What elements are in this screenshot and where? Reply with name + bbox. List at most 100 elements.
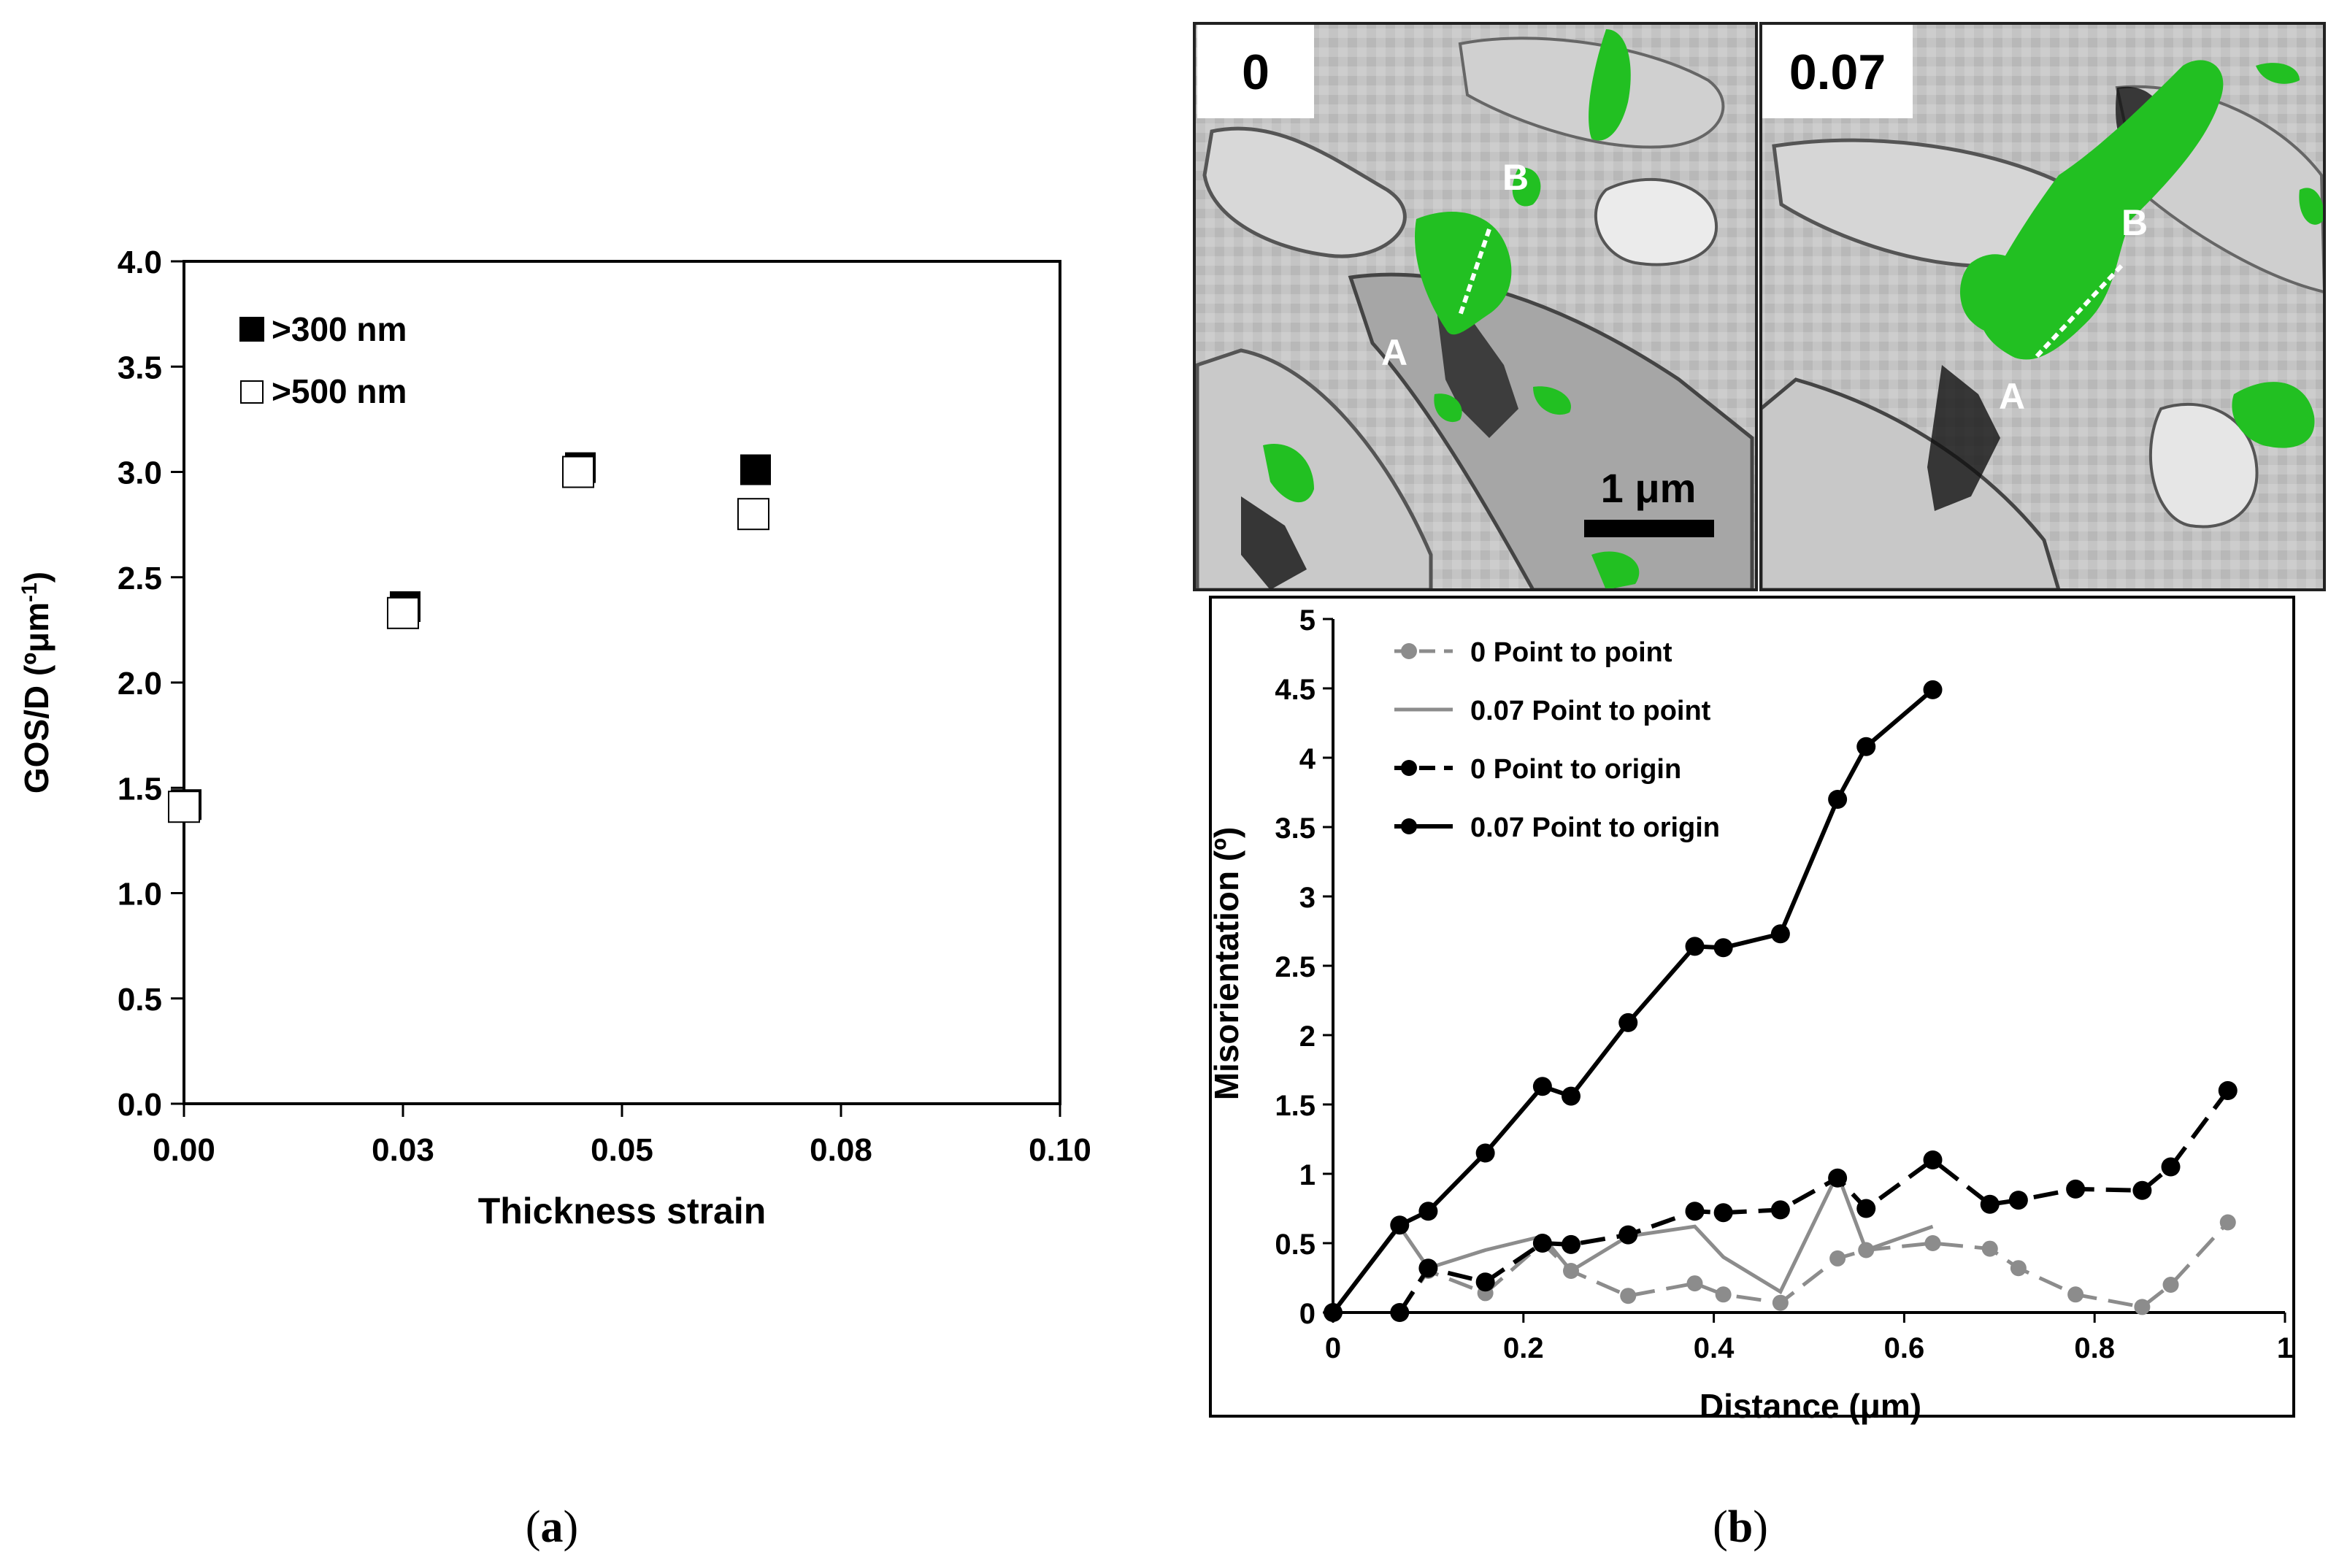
- legend-swatch-filled-square: [239, 317, 264, 342]
- chart-b-xtick-label: 0: [1325, 1332, 1341, 1364]
- chart-b-series-007-point-to-origin-point: [1324, 1303, 1343, 1322]
- chart-b-series-0-point-to-origin-point: [1685, 1202, 1705, 1221]
- legend-marker-series-007-point-to-origin: [1401, 818, 1417, 834]
- micrograph-pair: 0 B A 1 μm 0.07 B A: [1193, 22, 2326, 591]
- caption-b: (b): [1713, 1502, 1768, 1552]
- chart-b-series-0-point-to-point-line: [1398, 1221, 2229, 1314]
- chart-b-series-0-point-to-origin-point: [1980, 1194, 2000, 1214]
- chart-b-xtick-label: 0.8: [2074, 1332, 2115, 1364]
- chart-b-ticks: 0 0.5 1 1.5 2 2.5 3 3.5 4 4.5 5 0 0.2 0.4 0.6 0.8 1: [1275, 604, 2293, 1364]
- chart-b-xlabel: Distance (μm): [1699, 1387, 1921, 1425]
- micrograph-left-label: 0: [1242, 45, 1270, 100]
- legend-label-300nm: >300 nm: [272, 310, 407, 348]
- legend-label-500nm: >500 nm: [272, 372, 407, 410]
- chart-b-series-007-point-to-origin-point: [1770, 924, 1790, 944]
- chart-b-series-0-point-to-point-point: [1829, 1250, 1846, 1267]
- point-label-b-right: B: [2121, 202, 2148, 243]
- chart-b-series-0-point-to-origin-point: [1562, 1234, 1581, 1254]
- chart-a-point-500nm: [168, 791, 200, 823]
- chart-a-ytick-label: 3.0: [118, 456, 162, 491]
- chart-b-series-0-point-to-point-point: [2134, 1299, 2151, 1315]
- chart-b-series-0-point-to-point-point: [1924, 1235, 1941, 1251]
- chart-b-series-0-point-to-point-point: [1715, 1286, 1732, 1303]
- chart-b-series-0-point-to-origin-point: [1923, 1150, 1943, 1169]
- chart-a-ylabel: GOS/D (ºμm-1): [18, 572, 55, 793]
- chart-b-series-007-point-to-origin-point: [1390, 1215, 1410, 1235]
- chart-b-ytick-label: 1.5: [1275, 1090, 1316, 1122]
- chart-b-outer-frame: [1209, 596, 2295, 1418]
- chart-b-xtick-label: 0.4: [1694, 1332, 1735, 1364]
- chart-a-xtick-label: 0.05: [591, 1132, 653, 1168]
- chart-a-ytick-label: 3.5: [118, 350, 162, 385]
- chart-a-ytick-label: 0.0: [118, 1087, 162, 1123]
- chart-b-series-007-point-to-origin-point: [1923, 680, 1943, 699]
- chart-b-series-0-point-to-origin-point: [1856, 1199, 1876, 1218]
- chart-b-ytick-label: 4.5: [1275, 674, 1316, 706]
- chart-b-xtick-label: 1: [2277, 1332, 2293, 1364]
- chart-b-xtick-label: 0.2: [1503, 1332, 1544, 1364]
- chart-a-points: [168, 452, 771, 823]
- legend-label-007-ptp: 0.07 Point to point: [1470, 696, 1711, 726]
- chart-b-ylabel: Misorientation (º): [1207, 827, 1245, 1101]
- legend-marker-series-0-point-to-origin: [1401, 760, 1417, 776]
- chart-a-xtick-label: 0.00: [153, 1132, 215, 1168]
- scale-bar: [1584, 520, 1714, 537]
- chart-b-series-0-point-to-origin-point: [2066, 1179, 2086, 1199]
- point-label-b-left: B: [1502, 157, 1529, 198]
- chart-b-series-0-point-to-origin-point: [1418, 1258, 1438, 1278]
- chart-b-ytick-label: 3: [1299, 882, 1316, 914]
- chart-b-series-007-point-to-origin-point: [1475, 1143, 1495, 1163]
- chart-a: 0.0 0.5 1.0 1.5 2.0 2.5 3.0 3.5 4.0 0.00 0.03 0.05 0…: [18, 245, 1091, 1231]
- point-label-a-right: A: [1999, 376, 2025, 417]
- chart-a-ticks: 0.0 0.5 1.0 1.5 2.0 2.5 3.0 3.5 4.0 0.00 0.03 0.05 0…: [118, 245, 1091, 1168]
- chart-b-series-0-point-to-origin-point: [1713, 1203, 1733, 1223]
- chart-b: 0 0.5 1 1.5 2 2.5 3 3.5 4 4.5 5 0 0.2 0.4 0.6 0.8 1 0 Po…: [1207, 596, 2295, 1425]
- chart-b-series-0-point-to-origin-point: [1828, 1168, 1848, 1188]
- chart-b-ytick-label: 2: [1299, 1021, 1316, 1053]
- chart-b-series-0-point-to-point-point: [1620, 1288, 1637, 1304]
- micrograph-strain-007: 0.07 B A: [1761, 23, 2324, 590]
- chart-a-ytick-label: 1.5: [118, 771, 162, 807]
- chart-b-series-0-point-to-origin-point: [1618, 1225, 1638, 1245]
- chart-b-series-007-point-to-origin-point: [1532, 1077, 1552, 1096]
- chart-b-series-0-point-to-origin-point: [1532, 1234, 1552, 1253]
- chart-b-ytick-label: 2.5: [1275, 951, 1316, 983]
- caption-a: (a): [526, 1502, 578, 1552]
- chart-a-point-300nm: [740, 454, 771, 485]
- chart-b-ytick-label: 1: [1299, 1159, 1316, 1191]
- chart-b-series-0-point-to-origin-point: [2161, 1157, 2181, 1177]
- legend-label-0-pto: 0 Point to origin: [1470, 754, 1681, 785]
- chart-a-xtick-label: 0.03: [372, 1132, 434, 1168]
- chart-b-series-0-point-to-point-point: [2162, 1277, 2179, 1293]
- chart-b-series-0-point-to-origin-line: [1397, 1089, 2230, 1314]
- chart-b-ytick-label: 0: [1299, 1298, 1316, 1330]
- chart-b-series-0-point-to-origin-point: [1475, 1272, 1495, 1292]
- chart-b-series-0-point-to-origin-point: [2008, 1191, 2028, 1210]
- chart-b-series-0-point-to-origin-point: [2132, 1180, 2152, 1200]
- chart-b-ytick-label: 4: [1299, 743, 1316, 775]
- point-label-a-left: A: [1381, 332, 1407, 373]
- chart-a-xlabel: Thickness strain: [478, 1191, 767, 1231]
- chart-a-point-500nm: [737, 498, 769, 531]
- chart-a-ytick-label: 0.5: [118, 982, 162, 1018]
- chart-a-ytick-label: 2.0: [118, 666, 162, 702]
- chart-b-series-0-point-to-origin-point: [2218, 1081, 2238, 1100]
- chart-b-series-007-point-to-origin-point: [1685, 937, 1705, 956]
- chart-b-series-0-point-to-point-point: [1858, 1242, 1875, 1258]
- chart-b-series-0-point-to-point-point: [1686, 1275, 1703, 1292]
- chart-a-legend: >300 nm >500 nm: [239, 310, 407, 410]
- chart-b-series-0-point-to-point-point: [1981, 1240, 1998, 1257]
- chart-b-series: [1324, 680, 2238, 1322]
- chart-b-series-007-point-to-origin-point: [1418, 1202, 1438, 1221]
- chart-b-legend: 0 Point to point 0.07 Point to point 0 P…: [1394, 637, 1720, 843]
- chart-b-series-0-point-to-point-point: [2219, 1214, 2236, 1231]
- chart-b-ytick-label: 0.5: [1275, 1229, 1316, 1261]
- chart-b-series-0-point-to-origin-point: [1390, 1303, 1410, 1322]
- chart-a-point-500nm: [562, 456, 594, 488]
- chart-b-series-0-point-to-point-point: [1772, 1294, 1789, 1311]
- chart-a-xtick-label: 0.08: [810, 1132, 872, 1168]
- legend-marker-series-0-point-to-point: [1401, 643, 1417, 659]
- chart-b-series-007-point-to-origin-point: [1618, 1012, 1638, 1032]
- micrograph-right-label: 0.07: [1789, 45, 1886, 100]
- chart-b-series-0-point-to-point-point: [1563, 1263, 1579, 1279]
